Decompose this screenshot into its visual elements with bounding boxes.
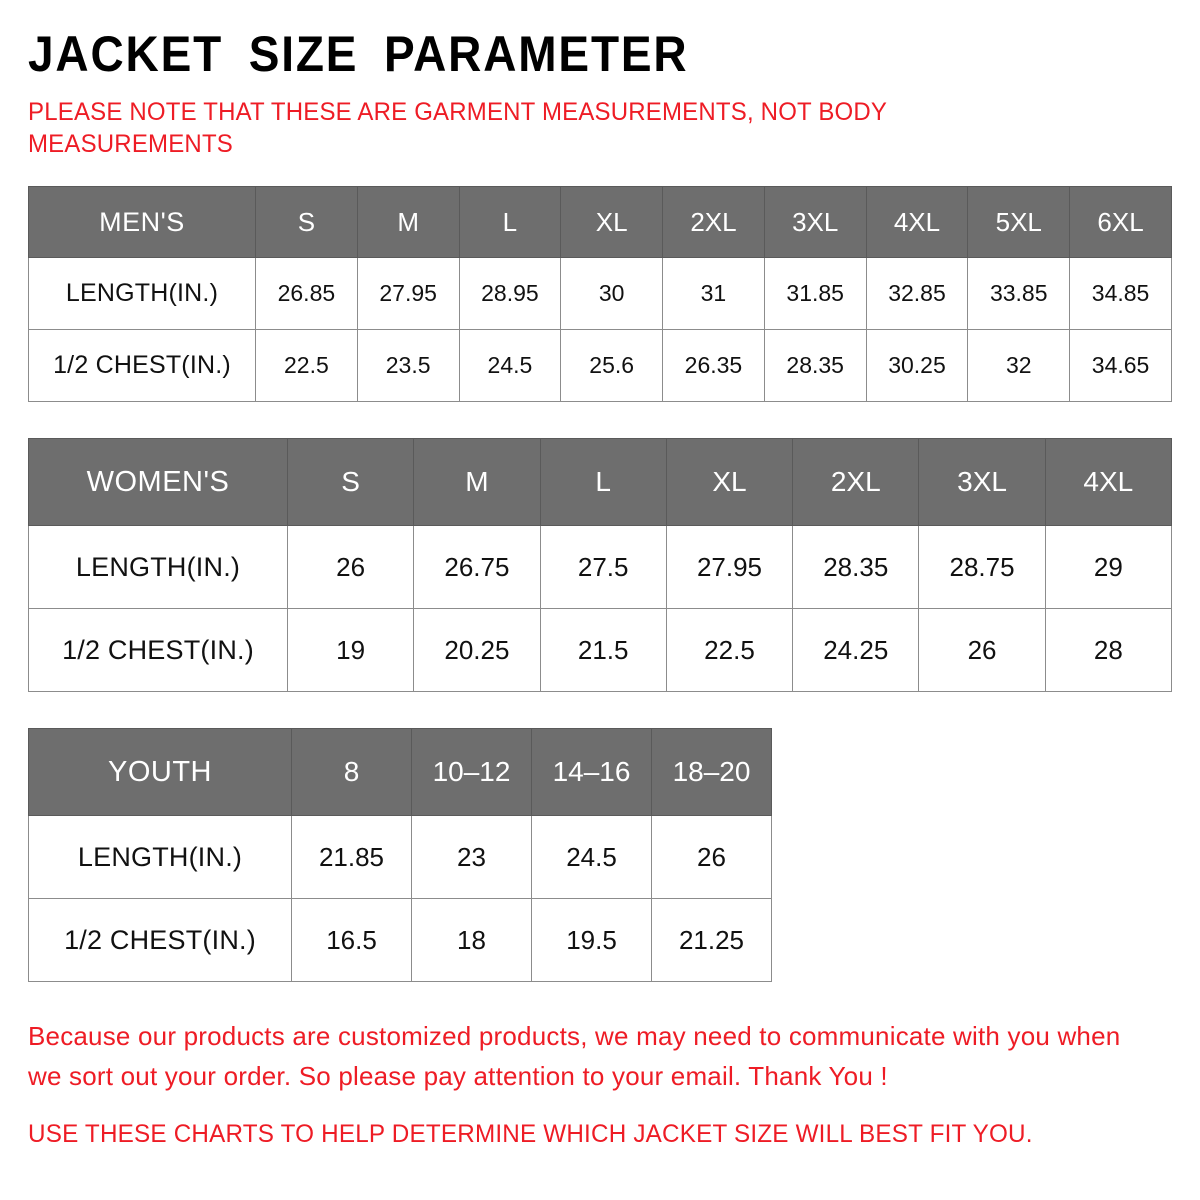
measurement-cell: 24.25 [792, 608, 920, 692]
mens-size-table: MEN'S S M L XL 2XL 3XL 4XL 5XL 6XL LENGT… [28, 186, 1172, 402]
measurement-cell: 26.85 [255, 257, 358, 330]
womens-size-table: WOMEN'S S M L XL 2XL 3XL 4XL LENGTH(IN.)… [28, 438, 1173, 692]
measurement-cell: 23.5 [356, 329, 460, 402]
mens-size-header: M [356, 186, 460, 258]
measurement-cell: 33.85 [967, 257, 1071, 330]
measurement-cell: 26 [286, 525, 415, 609]
table-row: 1/2 CHEST(IN.) 22.5 23.5 24.5 25.6 26.35… [28, 329, 1172, 402]
measurement-cell: 30 [560, 257, 664, 330]
measurement-cell: 31.85 [763, 257, 867, 330]
table-row: 1/2 CHEST(IN.) 16.5 18 19.5 21.25 [28, 898, 772, 982]
measurement-cell: 32.85 [865, 257, 969, 330]
womens-size-header: M [413, 438, 541, 526]
youth-size-header: 14–16 [531, 728, 652, 816]
measurement-cell: 22.5 [665, 608, 794, 692]
measurement-cell: 27.5 [539, 525, 667, 609]
measurement-cell: 28.95 [458, 257, 562, 330]
measurement-cell: 26 [918, 608, 1046, 692]
measurement-cell: 21.5 [539, 608, 667, 692]
womens-table-body: WOMEN'S S M L XL 2XL 3XL 4XL LENGTH(IN.)… [28, 438, 1173, 692]
measurement-cell: 18 [411, 898, 532, 982]
table-row: LENGTH(IN.) 26 26.75 27.5 27.95 28.35 28… [28, 525, 1173, 609]
mens-size-header: 6XL [1069, 186, 1172, 258]
youth-size-header: 18–20 [651, 728, 772, 816]
measurement-cell: 19 [286, 608, 415, 692]
measurement-cell: 16.5 [291, 898, 412, 982]
chart-usage-note: USE THESE CHARTS TO HELP DETERMINE WHICH… [28, 1120, 1033, 1148]
measurement-cell: 30.25 [865, 329, 969, 402]
womens-size-header: 2XL [792, 438, 920, 526]
youth-size-header: 8 [291, 728, 412, 816]
womens-header-row: WOMEN'S S M L XL 2XL 3XL 4XL [28, 438, 1173, 526]
garment-measurement-note: PLEASE NOTE THAT THESE ARE GARMENT MEASU… [28, 98, 887, 158]
mens-size-header: 4XL [865, 186, 969, 258]
womens-size-header: S [286, 438, 415, 526]
row-label: 1/2 CHEST(IN.) [28, 608, 288, 692]
mens-header-row: MEN'S S M L XL 2XL 3XL 4XL 5XL 6XL [28, 186, 1172, 258]
measurement-cell: 28.35 [792, 525, 920, 609]
mens-table-label: MEN'S [28, 186, 256, 258]
row-label: LENGTH(IN.) [28, 815, 292, 899]
table-row: 1/2 CHEST(IN.) 19 20.25 21.5 22.5 24.25 … [28, 608, 1173, 692]
measurement-cell: 26.35 [662, 329, 765, 402]
womens-size-header: XL [665, 438, 794, 526]
row-label: LENGTH(IN.) [28, 257, 256, 330]
mens-size-header: 2XL [662, 186, 765, 258]
measurement-cell: 29 [1044, 525, 1173, 609]
measurement-cell: 28 [1044, 608, 1173, 692]
measurement-cell: 34.85 [1069, 257, 1172, 330]
customization-note: Because our products are customized prod… [28, 1021, 1121, 1091]
page-title: JACKET SIZE PARAMETER [28, 26, 689, 82]
mens-size-header: 5XL [967, 186, 1071, 258]
measurement-cell: 32 [967, 329, 1071, 402]
measurement-cell: 27.95 [356, 257, 460, 330]
measurement-cell: 21.85 [291, 815, 412, 899]
womens-size-header: 4XL [1044, 438, 1173, 526]
youth-header-row: YOUTH 8 10–12 14–16 18–20 [28, 728, 772, 816]
mens-size-header: L [458, 186, 562, 258]
measurement-cell: 21.25 [651, 898, 772, 982]
table-row: LENGTH(IN.) 26.85 27.95 28.95 30 31 31.8… [28, 257, 1172, 330]
measurement-cell: 27.95 [665, 525, 794, 609]
measurement-cell: 31 [662, 257, 765, 330]
youth-size-header: 10–12 [411, 728, 532, 816]
mens-size-header: S [255, 186, 358, 258]
measurement-cell: 28.35 [763, 329, 867, 402]
row-label: 1/2 CHEST(IN.) [28, 329, 256, 402]
measurement-cell: 22.5 [255, 329, 358, 402]
womens-table-label: WOMEN'S [28, 438, 288, 526]
row-label: 1/2 CHEST(IN.) [28, 898, 292, 982]
youth-size-table: YOUTH 8 10–12 14–16 18–20 LENGTH(IN.) 21… [28, 728, 772, 982]
measurement-cell: 28.75 [918, 525, 1046, 609]
mens-size-header: XL [560, 186, 664, 258]
measurement-cell: 25.6 [560, 329, 664, 402]
measurement-cell: 19.5 [531, 898, 652, 982]
table-row: LENGTH(IN.) 21.85 23 24.5 26 [28, 815, 772, 899]
measurement-cell: 26 [651, 815, 772, 899]
measurement-cell: 26.75 [413, 525, 541, 609]
mens-size-header: 3XL [763, 186, 867, 258]
youth-table-body: YOUTH 8 10–12 14–16 18–20 LENGTH(IN.) 21… [28, 728, 772, 982]
measurement-cell: 24.5 [458, 329, 562, 402]
measurement-cell: 24.5 [531, 815, 652, 899]
measurement-cell: 20.25 [413, 608, 541, 692]
measurement-cell: 23 [411, 815, 532, 899]
mens-table-body: MEN'S S M L XL 2XL 3XL 4XL 5XL 6XL LENGT… [28, 186, 1172, 402]
womens-size-header: 3XL [918, 438, 1046, 526]
womens-size-header: L [539, 438, 667, 526]
measurement-cell: 34.65 [1069, 329, 1172, 402]
youth-table-label: YOUTH [28, 728, 292, 816]
row-label: LENGTH(IN.) [28, 525, 288, 609]
